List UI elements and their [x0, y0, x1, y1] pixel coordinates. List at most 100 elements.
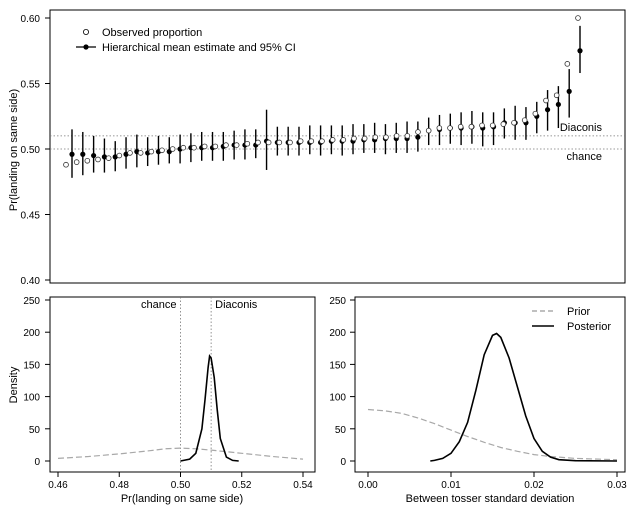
br-x-tick-label: 0.03	[607, 480, 627, 491]
bl-x-axis-label: Pr(landing on same side)	[121, 493, 243, 505]
observed-proportion-point	[297, 138, 304, 144]
observed-proportion-point	[319, 138, 325, 144]
br-y-tick-label: 100	[329, 393, 346, 404]
top-y-tick-label: 0.45	[21, 211, 41, 222]
bl-x-tick-label: 0.52	[232, 480, 252, 491]
bl-curves	[57, 353, 304, 462]
hierarchical-estimate-point	[566, 88, 572, 94]
observed-proportion-point	[543, 97, 549, 104]
hierarchical-estimate-point	[80, 151, 86, 157]
observed-proportion-point	[340, 137, 347, 143]
observed-proportion-point	[287, 139, 293, 146]
bl-y-tick-label: 50	[29, 425, 41, 436]
top-legend: Observed proportion Hierarchical mean es…	[76, 27, 296, 54]
legend-entry-prior: Prior	[567, 306, 591, 318]
top-y-tick-label: 0.40	[21, 276, 41, 287]
bl-y-tick-label: 200	[23, 328, 40, 339]
bl-y-tick-label: 100	[23, 393, 40, 404]
br-y-tick-label: 200	[329, 328, 346, 339]
observed-proportion-point	[393, 133, 400, 139]
legend-entry-observed: Observed proportion	[102, 27, 202, 39]
observed-proportion-point	[361, 135, 368, 142]
observed-proportion-point	[553, 92, 560, 99]
bl-x-tick-label: 0.46	[48, 480, 68, 491]
top-reference-lines: Diaconis chance	[50, 122, 625, 163]
observed-proportion-point	[511, 120, 517, 126]
bl-y-tick-label: 250	[23, 296, 40, 307]
top-y-tick-label: 0.60	[21, 14, 41, 25]
br-y-axis: 0 50 100 150 200 250	[329, 296, 355, 468]
observed-proportion-point	[223, 142, 229, 148]
observed-proportion-point	[73, 159, 80, 165]
bl-y-axis: 0 50 100 150 200 250	[23, 296, 50, 468]
observed-proportion-point	[489, 122, 496, 129]
observed-proportion-point	[308, 138, 315, 144]
observed-proportion-point	[436, 125, 443, 131]
top-y-tick-label: 0.50	[21, 145, 41, 156]
observed-proportion-point	[191, 144, 197, 151]
observed-proportion-point	[265, 139, 272, 146]
observed-proportion-point	[105, 155, 112, 161]
br-curves	[367, 332, 618, 462]
top-reference-label: chance	[567, 151, 602, 163]
observed-proportion-point	[180, 144, 187, 151]
observed-proportion-point	[351, 135, 357, 142]
legend-open-circle-icon	[83, 28, 90, 35]
br-prior-curve	[367, 408, 618, 461]
bl-x-tick-label: 0.54	[293, 480, 313, 491]
observed-proportion-point	[521, 117, 528, 123]
bl-posterior-curve	[180, 353, 239, 462]
observed-proportion-point	[276, 139, 283, 146]
top-reference-label: Diaconis	[560, 122, 603, 134]
br-y-tick-label: 250	[329, 296, 346, 307]
observed-proportion-point	[457, 123, 464, 130]
bl-x-tick-label: 0.48	[110, 480, 130, 491]
observed-proportion-point	[159, 147, 165, 154]
hierarchical-estimate-point	[69, 151, 75, 157]
legend-entry-hierarchical: Hierarchical mean estimate and 95% CI	[102, 42, 296, 54]
top-y-tick-label: 0.55	[21, 80, 41, 91]
bl-y-tick-label: 150	[23, 360, 40, 371]
br-y-tick-label: 0	[340, 457, 346, 468]
observed-proportion-point	[201, 143, 208, 150]
br-x-axis: 0.00 0.01 0.02 0.03	[358, 472, 627, 491]
br-legend: Prior Posterior	[532, 306, 611, 333]
observed-proportion-point	[500, 121, 507, 127]
top-panel: 0.40 0.45 0.50 0.55 0.60 Pr(landing on same …	[8, 9, 626, 287]
observed-proportion-point	[383, 134, 389, 141]
observed-proportion-point	[116, 152, 123, 159]
bl-prior-curve	[57, 447, 304, 460]
hierarchical-estimate-point	[544, 107, 551, 113]
bl-reference-label: chance	[141, 299, 176, 311]
br-posterior-curve	[430, 332, 618, 462]
hierarchical-estimate-point	[577, 48, 583, 54]
bl-y-axis-label: Density	[8, 366, 20, 403]
observed-proportion-point	[127, 150, 133, 156]
observed-proportion-point	[233, 142, 240, 148]
observed-proportion-point	[468, 123, 475, 130]
observed-proportion-point	[329, 137, 336, 143]
bl-x-axis: 0.46 0.48 0.50 0.52 0.54	[48, 472, 313, 491]
bl-reference-label: Diaconis	[215, 299, 258, 311]
observed-proportion-point	[244, 140, 251, 147]
observed-proportion-point	[479, 122, 485, 129]
br-y-tick-label: 50	[335, 425, 347, 436]
bl-reference-lines: chance Diaconis	[141, 297, 258, 472]
observed-proportion-point	[532, 110, 539, 117]
top-y-axis-label: Pr(landing on same side)	[8, 89, 20, 211]
observed-proportion-point	[575, 15, 581, 21]
hierarchical-estimate-point	[101, 154, 108, 160]
observed-proportion-point	[95, 156, 101, 163]
bl-y-tick-label: 0	[34, 457, 40, 468]
bl-x-tick-label: 0.50	[171, 480, 191, 491]
bl-plot-frame	[49, 296, 316, 473]
top-y-axis: 0.40 0.45 0.50 0.55 0.60	[21, 14, 50, 287]
observed-proportion-point	[137, 150, 144, 156]
observed-proportion-point	[148, 148, 155, 155]
observed-proportion-point	[372, 134, 379, 141]
observed-proportion-point	[63, 161, 69, 168]
observed-proportion-point	[84, 157, 91, 164]
legend-entry-posterior: Posterior	[567, 321, 611, 333]
observed-proportion-point	[425, 127, 432, 134]
